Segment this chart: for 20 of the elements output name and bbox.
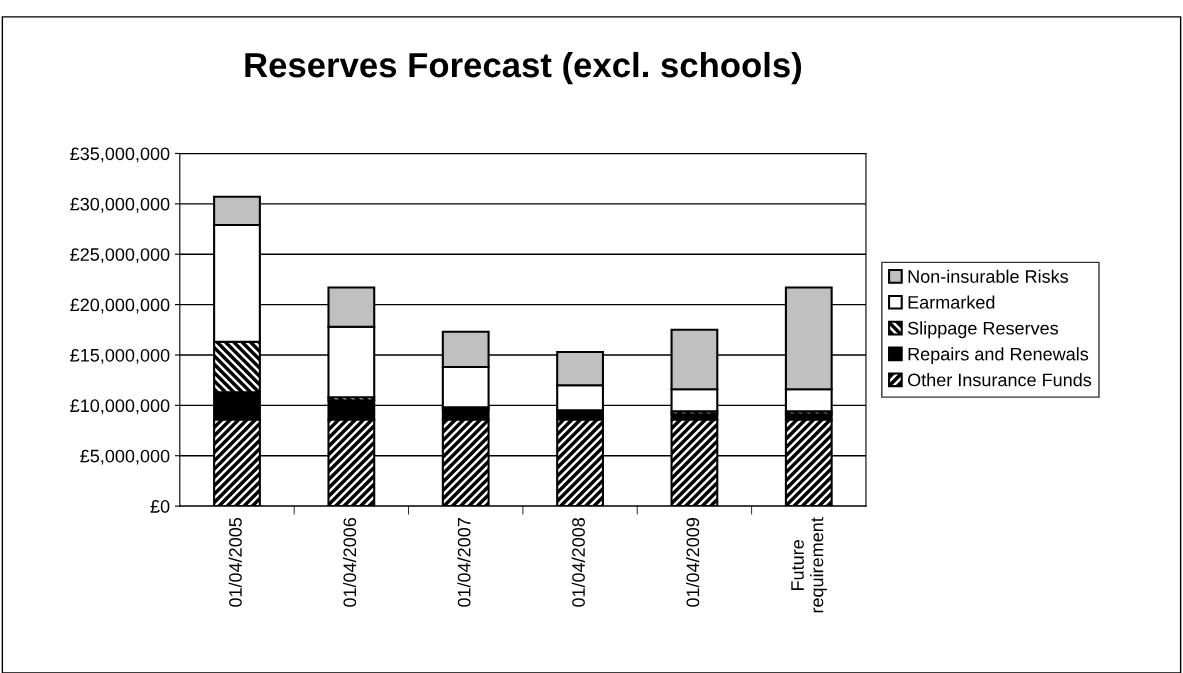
legend-label: Slippage Reserves	[907, 321, 1059, 339]
x-tick-label: Future requirement	[791, 517, 827, 613]
x-tick-label: 01/04/2006	[342, 517, 357, 607]
x-tick-label: 01/04/2008	[571, 517, 585, 607]
x-tick-label: 01/04/2007	[457, 518, 471, 607]
y-tick-label: £0	[150, 500, 170, 513]
y-tick-label: £25,000,000	[70, 248, 170, 264]
legend-label: Other Insurance Funds	[907, 373, 1092, 387]
y-tick-label: £30,000,000	[70, 197, 170, 213]
chart-title: Reserves Forecast (excl. schools)	[245, 51, 802, 85]
legend-label: Non-insurable Risks	[908, 269, 1069, 283]
y-tick-label: £10,000,000	[70, 399, 170, 415]
legend-label: Repairs and Renewals	[908, 347, 1089, 365]
y-tick-label: £5,000,000	[80, 449, 170, 465]
x-tick-label: 01/04/2009	[686, 518, 700, 607]
x-tick-label: 01/04/2005	[228, 517, 242, 607]
y-tick-label: £20,000,000	[70, 298, 170, 314]
legend-label: Earmarked	[908, 295, 995, 309]
y-tick-label: £15,000,000	[70, 348, 170, 364]
y-tick-label: £35,000,000	[70, 147, 170, 163]
